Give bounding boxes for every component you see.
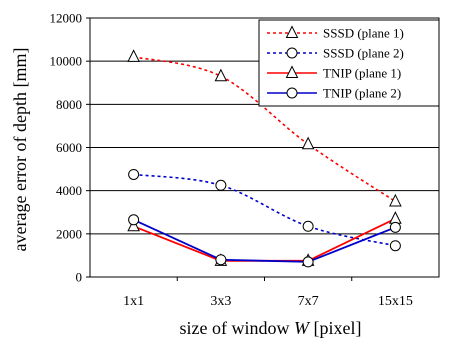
y-tick-label: 8000 (56, 97, 82, 112)
legend-item: TNIP (plane 1) (267, 65, 401, 81)
x-axis-label-text: size of window (180, 318, 290, 338)
data-point (128, 214, 140, 226)
data-point (301, 136, 315, 150)
legend-label: TNIP (plane 1) (323, 66, 401, 81)
x-axis-label-unit: [pixel] (314, 318, 362, 338)
legend-item: TNIP (plane 2) (267, 86, 401, 101)
y-tick-label: 12000 (50, 11, 83, 26)
data-point (215, 179, 227, 191)
series-1 (127, 49, 402, 207)
legend-item: SSSD (plane 2) (267, 46, 404, 61)
legend-label: SSSD (plane 2) (323, 46, 404, 61)
legend-marker (286, 87, 298, 99)
legend: SSSD (plane 1) SSSD (plane 2) TNIP (plane … (258, 19, 440, 107)
series-line (133, 217, 396, 262)
data-point (127, 49, 140, 62)
series-4 (128, 214, 401, 268)
y-tick-label: 10000 (50, 54, 83, 69)
series-layer (127, 49, 402, 268)
y-axis-label: average error of depth [mm] (10, 48, 30, 252)
y-tick-label: 6000 (56, 140, 82, 155)
x-tick-label: 7x7 (298, 294, 319, 309)
data-point (214, 68, 228, 82)
x-axis-label: size of window W [pixel] (180, 318, 362, 338)
legend-item: SSSD (plane 1) (267, 25, 404, 41)
series-2 (128, 168, 401, 252)
series-line (133, 218, 396, 263)
y-tick-label: 4000 (56, 183, 82, 198)
series-3 (127, 211, 402, 266)
data-point (215, 254, 227, 266)
legend-label: TNIP (plane 2) (323, 86, 401, 101)
series-line (133, 173, 396, 247)
y-axis-ticks: 0 2000 4000 6000 8000 10000 12000 (50, 11, 90, 285)
data-point (389, 193, 402, 207)
data-point (128, 168, 140, 180)
x-axis-label-variable: W (294, 318, 311, 338)
data-point (389, 221, 401, 233)
data-point (389, 211, 402, 224)
x-axis-ticks: 1x1 3x3 7x7 15x15 (123, 277, 413, 309)
data-point (389, 240, 401, 252)
legend-label: SSSD (plane 1) (323, 26, 404, 41)
data-point (302, 256, 314, 268)
x-tick-label: 1x1 (123, 294, 144, 309)
y-tick-label: 2000 (56, 226, 82, 241)
series-line (133, 56, 396, 203)
y-tick-label: 0 (76, 270, 83, 285)
legend-marker (285, 65, 299, 78)
legend-marker (285, 25, 299, 38)
data-point (302, 220, 314, 232)
legend-marker (286, 47, 298, 59)
x-tick-label: 15x15 (378, 294, 413, 309)
x-tick-label: 3x3 (210, 294, 231, 309)
